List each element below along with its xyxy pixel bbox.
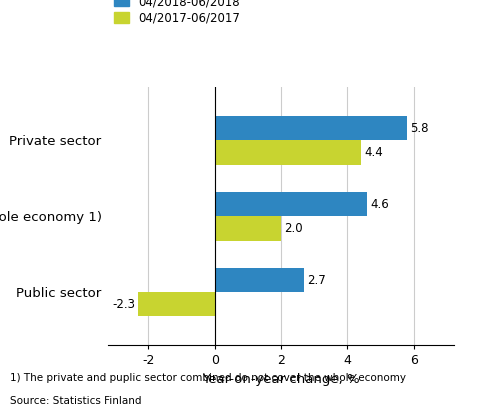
Text: 4.6: 4.6 <box>371 198 389 210</box>
Text: 5.8: 5.8 <box>410 122 429 135</box>
Text: 4.4: 4.4 <box>364 146 383 159</box>
Bar <box>214 192 367 216</box>
Legend: 04/2018-06/2018, 04/2017-06/2017: 04/2018-06/2018, 04/2017-06/2017 <box>114 0 240 25</box>
Bar <box>214 116 407 141</box>
Bar <box>214 216 281 240</box>
X-axis label: Year-on-year change, %: Year-on-year change, % <box>202 373 360 386</box>
Text: 2.0: 2.0 <box>284 222 303 235</box>
Text: Source: Statistics Finland: Source: Statistics Finland <box>10 396 141 406</box>
Bar <box>214 141 361 165</box>
Bar <box>139 292 214 317</box>
Bar <box>214 268 304 292</box>
Text: -2.3: -2.3 <box>112 298 135 311</box>
Text: 1) The private and puplic sector combined do not cover the whole economy: 1) The private and puplic sector combine… <box>10 373 406 383</box>
Text: 2.7: 2.7 <box>308 274 326 287</box>
